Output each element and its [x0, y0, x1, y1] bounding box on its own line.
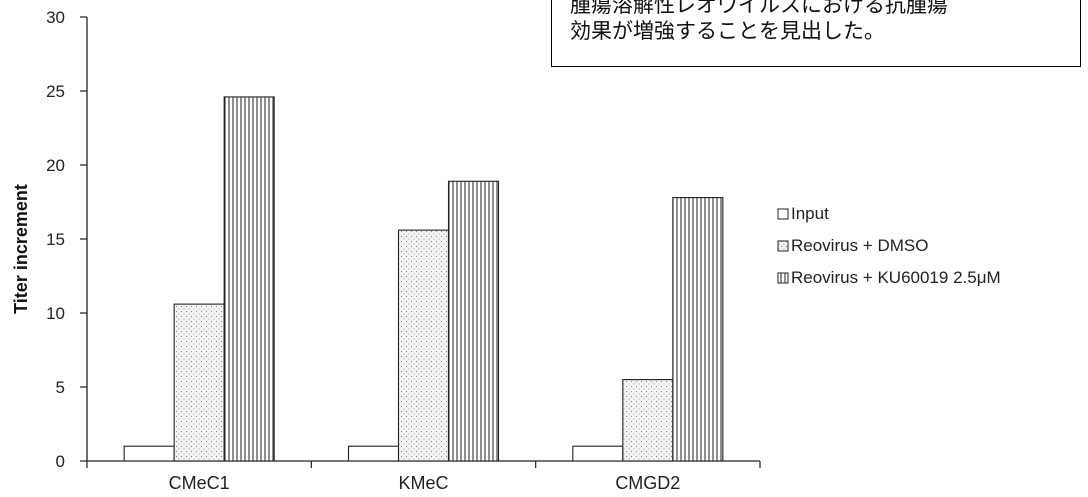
legend-label: Input — [791, 204, 829, 223]
bar-cmec1-series-2 — [173, 303, 225, 462]
y-tick-label: 15 — [46, 230, 65, 249]
legend-label: Reovirus + DMSO — [791, 236, 928, 255]
x-tick-label: KMeC — [398, 473, 448, 493]
bar-cmgd2-series-3 — [672, 197, 724, 462]
legend: Input Reovirus + DMSO Reovirus + KU60019 2… — [777, 204, 1001, 287]
bar-cmec1-series-1 — [123, 445, 175, 462]
bar-cmgd2-series-2 — [622, 379, 674, 462]
y-tick-label: 25 — [46, 82, 65, 101]
annotation-box: 腫瘍溶解性レオウイルスにおける抗腫瘍 効果が増強することを見出した。 — [551, 0, 1081, 67]
y-tick-label: 10 — [46, 304, 65, 323]
bar-kmec-series-3 — [447, 180, 500, 462]
bar-kmec-series-2 — [397, 229, 450, 462]
x-tick-label: CMGD2 — [615, 473, 680, 493]
bar-cmgd2-series-1 — [572, 445, 624, 462]
y-tick-label: 5 — [56, 378, 65, 397]
bar-kmec-series-1 — [347, 445, 400, 462]
y-tick-label: 20 — [46, 156, 65, 175]
annotation-line-2: 効果が増強することを見出した。 — [570, 19, 885, 43]
annotation-line-1: 腫瘍溶解性レオウイルスにおける抗腫瘍 — [570, 0, 948, 17]
bars — [123, 96, 724, 462]
legend-swatch — [777, 272, 789, 284]
legend-swatch — [777, 240, 789, 252]
bar-cmec1-series-3 — [223, 96, 275, 462]
axis-labels: CMeC1 KMeC CMGD2 Titer increment — [11, 184, 680, 493]
y-axis-title: Titer increment — [11, 184, 31, 314]
legend-swatch — [777, 208, 789, 220]
y-tick-label: 30 — [46, 8, 65, 27]
y-tick-label: 0 — [56, 452, 65, 471]
legend-label: Reovirus + KU60019 2.5μM — [791, 268, 1001, 287]
x-tick-label: CMeC1 — [169, 473, 230, 493]
